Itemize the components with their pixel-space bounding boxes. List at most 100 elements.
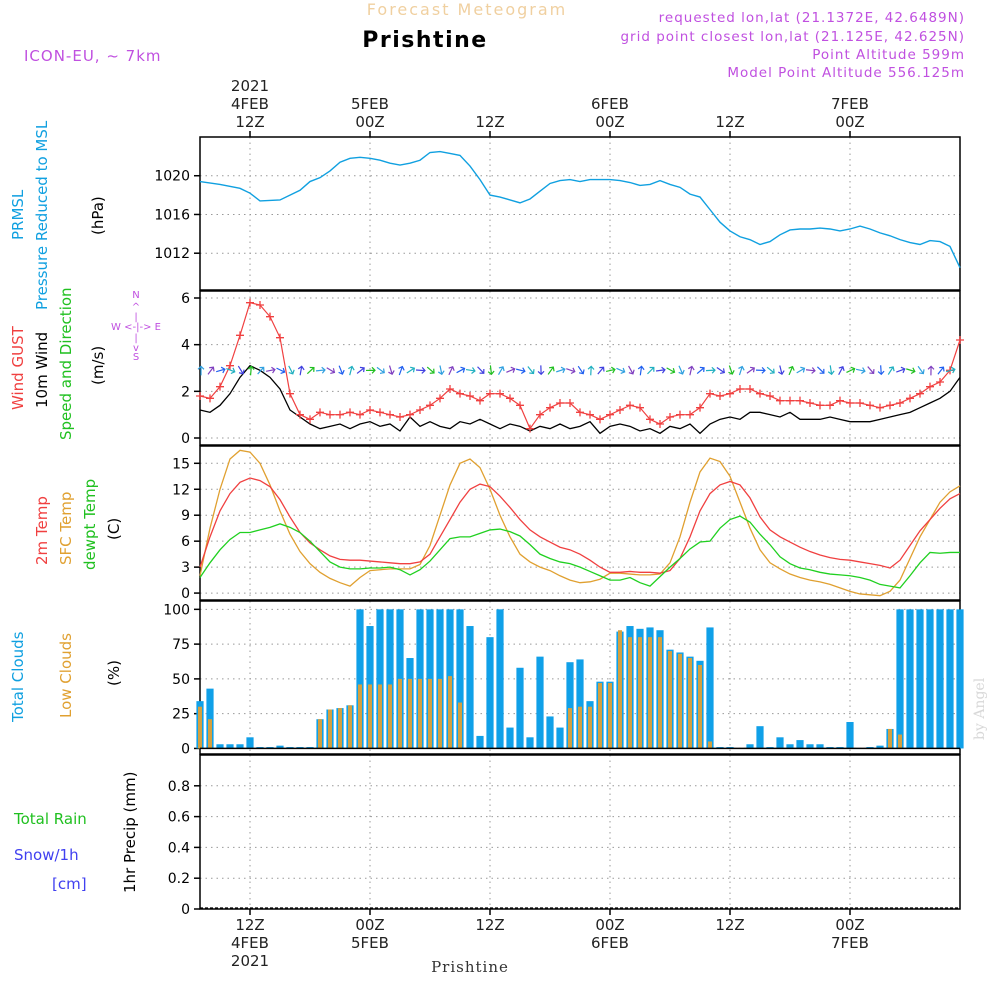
- gust-marker: [716, 392, 724, 400]
- wind-10m-label: 10m Wind: [33, 332, 51, 408]
- temp-2m-label: 2m Temp: [33, 496, 51, 565]
- watermark: by Angel: [972, 677, 988, 740]
- clouds-unit: (%): [105, 660, 123, 686]
- wind-arrow-icon: [597, 366, 605, 375]
- total-cloud-bar: [386, 609, 394, 749]
- wind-arrow-icon: [577, 365, 585, 375]
- wind-arrow-icon: [816, 366, 825, 374]
- gust-marker: [676, 410, 684, 419]
- gust-marker: [346, 408, 354, 417]
- total-cloud-bar: [916, 609, 924, 749]
- gust-marker: [926, 382, 934, 391]
- wind-arrow-icon: [927, 365, 935, 376]
- svg-text:S: S: [133, 352, 139, 363]
- total-cloud-bar: [236, 744, 244, 749]
- gust-marker: [556, 399, 564, 407]
- requested-coords: requested lon,lat (21.1372E, 42.6489N): [659, 10, 965, 26]
- svg-text:^: ^: [132, 302, 140, 313]
- precip-snow-label: Snow/1h: [14, 846, 79, 864]
- wind-arrow-icon: [666, 367, 676, 375]
- precip-snow-unit: [cm]: [52, 875, 87, 893]
- gust-marker: [866, 401, 874, 410]
- wind-arrow-icon: [678, 365, 685, 375]
- gust-marker: [426, 401, 434, 410]
- x-tick-label-bottom: 12Z: [235, 916, 264, 934]
- low-cloud-bar: [418, 678, 422, 749]
- pressure-unit: (hPa): [89, 196, 107, 235]
- total-cloud-bar: [226, 744, 234, 749]
- low-cloud-bar: [568, 708, 572, 749]
- wind-arrow-icon: [738, 365, 745, 376]
- gust-marker: [756, 389, 764, 398]
- temp-unit: (C): [105, 518, 123, 540]
- gust-marker: [936, 378, 944, 386]
- total-cloud-bar: [796, 740, 804, 749]
- total-cloud-bar: [776, 737, 784, 749]
- low-cloud-bar: [348, 705, 352, 749]
- panel-frame: [199, 754, 961, 910]
- total-cloud-bar: [486, 637, 494, 749]
- gust-marker: [446, 385, 454, 393]
- temp-sfc-label: SFC Temp: [57, 492, 75, 565]
- low-cloud-bar: [388, 684, 392, 749]
- wind-arrow-icon: [696, 366, 705, 375]
- panel-pressure: 1012 1016 1020: [154, 136, 961, 291]
- gust-marker: [356, 410, 364, 419]
- wind-arrow-icon: [537, 365, 545, 376]
- total-cloud-bar: [566, 662, 574, 749]
- gust-marker: [416, 406, 424, 414]
- x-tick-label-bottom: 4FEB: [231, 934, 269, 952]
- gust-marker: [826, 401, 834, 410]
- sfc-temp-line: [199, 449, 961, 597]
- low-cloud-bar: [318, 719, 322, 749]
- svg-text:N: N: [132, 290, 139, 301]
- x-tick-label-bottom: 12Z: [715, 916, 744, 934]
- wind-arrow-icon: [566, 367, 576, 375]
- low-cloud-bar: [398, 678, 402, 749]
- gust-marker: [406, 410, 414, 419]
- wind-arrow-icon: [917, 365, 925, 375]
- gust-marker: [396, 413, 404, 421]
- wind-arrow-icon: [906, 367, 916, 375]
- low-cloud-bar: [368, 684, 372, 749]
- gust-marker: [746, 385, 754, 393]
- wind-arrow-icon: [506, 366, 516, 373]
- gust-marker: [726, 389, 734, 398]
- pressure-label-prmsl: PRMSL: [9, 189, 27, 240]
- wind-arrow-icon: [226, 367, 236, 375]
- total-cloud-bar: [506, 727, 514, 749]
- total-cloud-bar: [706, 627, 714, 749]
- gust-marker: [776, 396, 784, 405]
- panel-wind: 0 2 4 6: [181, 290, 961, 447]
- wind-arrow-icon: [766, 366, 775, 374]
- gust-marker: [806, 399, 814, 407]
- total-cloud-bar: [576, 659, 584, 749]
- total-cloud-bar: [816, 744, 824, 749]
- gust-marker: [516, 401, 524, 410]
- low-cloud-bar: [458, 702, 462, 749]
- wind-arrow-icon: [197, 365, 205, 376]
- x-tick-label-top: 2021: [231, 77, 269, 95]
- x-tick-label-bottom: 00Z: [835, 916, 864, 934]
- y-tick-label: 0.8: [168, 779, 190, 795]
- clouds-total-label: Total Clouds: [9, 631, 27, 723]
- low-cloud-bar: [598, 683, 602, 749]
- pressure-line: [199, 150, 961, 269]
- gust-marker: [616, 406, 624, 414]
- wind-arrow-icon: [326, 367, 336, 375]
- wind-arrow-icon: [796, 366, 806, 374]
- y-tick-label: 1020: [154, 169, 190, 185]
- wind-arrow-icon: [388, 365, 395, 375]
- wind-arrow-icon: [637, 365, 645, 376]
- low-cloud-bar: [658, 637, 662, 749]
- wind-arrow-icon: [778, 365, 785, 376]
- total-cloud-bar: [456, 609, 464, 749]
- y-tick-label: 0.6: [168, 810, 190, 826]
- total-cloud-bar: [896, 609, 904, 749]
- wind-arrow-icon: [805, 367, 816, 374]
- precip-rain-label: Total Rain: [13, 810, 87, 828]
- low-cloud-bar: [888, 728, 892, 749]
- gust-marker: [286, 389, 294, 398]
- low-cloud-bar: [338, 708, 342, 749]
- wind-arrow-icon: [616, 367, 626, 375]
